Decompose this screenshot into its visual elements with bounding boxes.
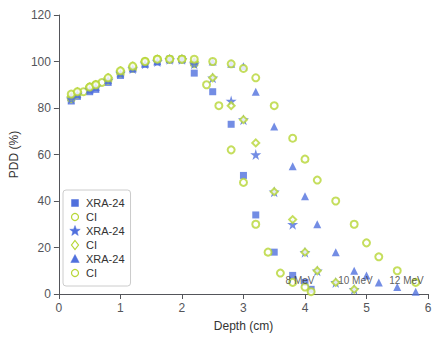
- svg-text:Depth (cm): Depth (cm): [214, 319, 273, 333]
- svg-text:XRA-24: XRA-24: [86, 197, 125, 209]
- svg-text:0: 0: [56, 301, 63, 315]
- svg-text:CI: CI: [86, 211, 97, 223]
- svg-text:0: 0: [44, 287, 51, 301]
- svg-text:CI: CI: [86, 267, 97, 279]
- svg-text:4: 4: [302, 301, 309, 315]
- svg-text:12 MeV: 12 MeV: [389, 275, 424, 286]
- svg-text:5: 5: [363, 301, 370, 315]
- svg-text:PDD (%): PDD (%): [7, 131, 21, 178]
- svg-text:20: 20: [38, 241, 52, 255]
- svg-text:10 MeV: 10 MeV: [338, 275, 373, 286]
- svg-text:CI: CI: [86, 239, 97, 251]
- svg-text:3: 3: [240, 301, 247, 315]
- svg-text:6: 6: [425, 301, 432, 315]
- svg-text:80: 80: [38, 101, 52, 115]
- svg-text:40: 40: [38, 194, 52, 208]
- svg-text:XRA-24: XRA-24: [86, 225, 125, 237]
- svg-text:8 MeV: 8 MeV: [286, 275, 315, 286]
- svg-text:XRA-24: XRA-24: [86, 253, 125, 265]
- svg-text:120: 120: [31, 8, 51, 22]
- svg-text:2: 2: [179, 301, 186, 315]
- svg-text:100: 100: [31, 55, 51, 69]
- svg-text:1: 1: [117, 301, 124, 315]
- svg-text:60: 60: [38, 148, 52, 162]
